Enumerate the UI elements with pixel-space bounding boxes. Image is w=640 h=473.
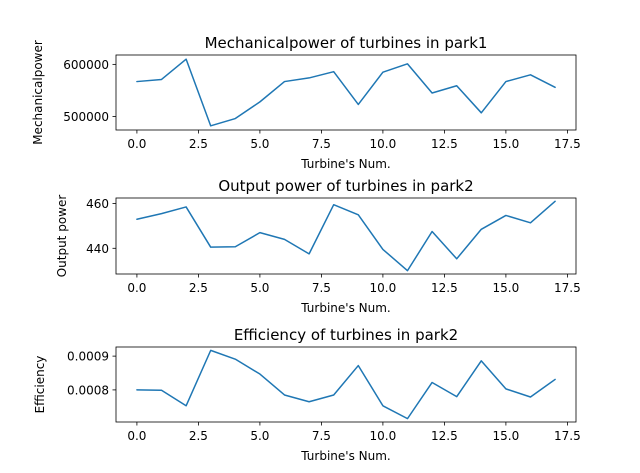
park1-mechanical-y-axis-label: Mechanicalpower <box>31 40 45 145</box>
park2-efficiency-x-tick-label: 10.0 <box>370 429 397 443</box>
park2-efficiency-x-axis-label: Turbine's Num. <box>300 449 390 463</box>
park2-output-x-tick-label: 7.5 <box>312 281 331 295</box>
park2-efficiency-y-tick-label: 0.0008 <box>67 383 109 397</box>
park2-output-x-tick-label: 10.0 <box>370 281 397 295</box>
park2-efficiency-x-tick-label: 15.0 <box>493 429 520 443</box>
park2-output-x-tick-label: 0.0 <box>127 281 146 295</box>
park2-output-subplot: Output power of turbines in park2 0.0 2.5 5… <box>55 177 581 315</box>
park2-efficiency-x-tick-label: 2.5 <box>189 429 208 443</box>
park2-efficiency-subplot: Efficiency of turbines in park2 0.0 2.5 5.0… <box>33 326 581 463</box>
park2-efficiency-series-line <box>136 349 556 420</box>
park1-mechanical-x-tick-label: 12.5 <box>431 137 458 151</box>
park1-mechanical-x-tick-label: 15.0 <box>493 137 520 151</box>
park1-mechanical-axes-frame <box>115 54 577 131</box>
park2-efficiency-y-axis-label: Efficiency <box>33 356 47 414</box>
park1-mechanical-x-tick-label: 7.5 <box>312 137 331 151</box>
park1-mechanical-x-tick-label: 0.0 <box>127 137 146 151</box>
park2-efficiency-x-tick-label: 12.5 <box>431 429 458 443</box>
park1-mechanical-x-tick-label: 10.0 <box>370 137 397 151</box>
park2-output-y-tick-label: 460 <box>86 197 109 211</box>
park1-mechanical-x-tick-label: 17.5 <box>554 137 581 151</box>
park2-output-x-tick-label: 15.0 <box>493 281 520 295</box>
park2-output-x-tick-label: 17.5 <box>554 281 581 295</box>
park1-mechanical-series-line <box>136 58 556 127</box>
park2-output-axes-frame <box>115 197 577 275</box>
park2-efficiency-x-tick-label: 0.0 <box>127 429 146 443</box>
park2-output-x-tick-label: 5.0 <box>250 281 269 295</box>
park2-efficiency-y-tick-label: 0.0009 <box>67 350 109 364</box>
park1-mechanical-subplot: Mechanicalpower of turbines in park1 0.0 2… <box>31 34 581 171</box>
park2-output-y-tick-label: 440 <box>86 242 109 256</box>
park2-output-x-tick-label: 12.5 <box>431 281 458 295</box>
park1-mechanical-title: Mechanicalpower of turbines in park1 <box>205 34 488 52</box>
park2-output-title: Output power of turbines in park2 <box>218 177 473 195</box>
park2-efficiency-title: Efficiency of turbines in park2 <box>234 326 458 344</box>
park2-output-series-line <box>136 200 556 272</box>
park1-mechanical-x-tick-label: 5.0 <box>250 137 269 151</box>
park2-efficiency-x-tick-label: 7.5 <box>312 429 331 443</box>
park2-efficiency-x-tick-label: 5.0 <box>250 429 269 443</box>
park1-mechanical-y-tick-label: 600000 <box>63 58 109 72</box>
park2-output-x-tick-label: 2.5 <box>189 281 208 295</box>
park2-efficiency-axes-frame <box>115 346 577 423</box>
park1-mechanical-x-tick-label: 2.5 <box>189 137 208 151</box>
park2-efficiency-x-tick-label: 17.5 <box>554 429 581 443</box>
park1-mechanical-x-axis-label: Turbine's Num. <box>300 157 390 171</box>
park1-mechanical-y-tick-label: 500000 <box>63 110 109 124</box>
park2-output-y-axis-label: Output power <box>55 195 69 278</box>
park2-output-x-axis-label: Turbine's Num. <box>300 301 390 315</box>
